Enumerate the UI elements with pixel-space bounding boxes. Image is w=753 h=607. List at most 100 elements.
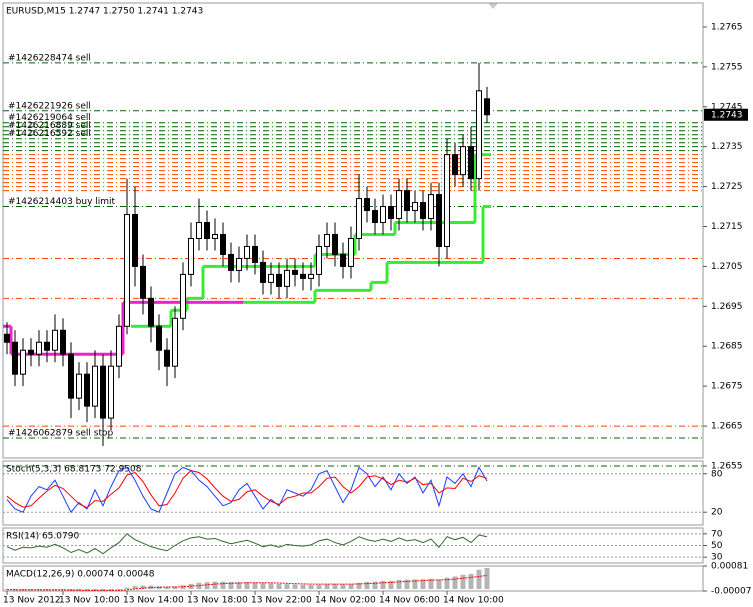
macd-bar [452,576,458,590]
candle-body [356,198,362,239]
macd-bar [380,581,386,590]
macd-bar [60,589,66,590]
candle-body [4,333,10,343]
macd-bar [372,581,378,590]
candle-body [204,222,210,239]
candle-body [108,365,114,419]
candle-body [364,198,370,212]
order-label: #1426214403 buy limit [8,197,116,207]
candle-body [100,365,106,419]
macd-bar [292,584,298,590]
macd-bar [204,582,210,590]
candle-body [156,325,162,351]
candle-body [28,349,34,355]
y-tick-label: 1.2755 [711,62,743,72]
candle-body [20,349,26,375]
candle-body [188,237,194,275]
candle-body [308,273,314,279]
macd-bar [100,589,106,591]
macd-bar [348,584,354,590]
candle-body [340,253,346,267]
candle-body [300,273,306,279]
candle-body [428,194,434,220]
indicator-line [6,466,488,514]
indicator-line [6,470,488,509]
candle-body [164,349,170,367]
macd-bar [220,581,226,590]
macd-bar [156,586,162,590]
macd-bar [340,584,346,590]
y-tick-label: 1.2735 [711,142,743,152]
macd-bar [420,579,426,590]
candle-body [68,353,74,399]
candle-body [404,190,410,212]
candle-body [268,273,274,283]
candle-body [388,206,394,220]
macd-bar [276,583,282,590]
macd-bar [236,582,242,590]
last-price-label: 1.2743 [711,110,743,120]
candle-body [476,90,482,180]
macd-bar [444,577,450,590]
macd-bar [36,589,42,590]
candle-body [92,365,98,407]
panel-frame [2,565,704,592]
macd-bar [172,586,178,590]
y-tick-label: 50 [711,541,723,551]
candle-body [324,233,330,247]
y-tick-label: 1.2765 [711,22,743,32]
macd-bar [268,583,274,590]
order-label: #1426228474 sell [8,53,91,63]
x-tick-label: 13 Nov 18:00 [187,596,248,606]
candle-body [484,98,490,116]
macd-bar [124,587,130,590]
candle-body [140,265,146,299]
candle-body [76,373,82,399]
candle-body [196,222,202,239]
candle-body [396,190,402,220]
macd-bar [212,581,218,590]
candle-body [236,257,242,271]
y-tick-label: 0.00081 [711,562,748,572]
y-tick-label: 70 [711,529,723,539]
candle-body [316,245,322,275]
y-tick-label: 30 [711,553,723,563]
y-tick-label: -0.00007 [711,587,751,597]
macd-bar [412,579,418,590]
x-tick-label: 13 Nov 14:00 [123,596,184,606]
y-tick-label: 1.2705 [711,262,743,272]
macd-bar [468,573,474,590]
macd-bar [260,583,266,590]
y-tick-label: 1.2655 [711,461,743,471]
x-tick-label: 13 Nov 22:00 [251,596,312,606]
candle-body [444,154,450,247]
y-tick-label: 1.2685 [711,342,743,352]
order-label: #1426062879 sell stop [8,429,113,439]
candle-body [292,269,298,275]
candle-body [412,202,418,212]
macd-bar [316,584,322,590]
macd-bar [140,585,146,590]
macd-bar [284,584,290,590]
candle-body [52,329,58,351]
macd-bar [396,579,402,590]
candle-body [44,341,50,351]
order-label: #1426216889 sell [8,121,91,131]
candle-body [380,206,386,224]
macd-bar [436,579,442,590]
panel-title: EURUSD,M15 1.2747 1.2750 1.2741 1.2743 [6,7,203,17]
macd-bar [332,584,338,590]
macd-bar [300,584,306,590]
candle-body [260,261,266,283]
macd-bar [364,581,370,590]
macd-bar [404,579,410,590]
macd-bar [428,578,434,590]
panel-title: Stoch(5,3,3) 68.8173 72.9508 [6,465,142,475]
candle-body [372,210,378,224]
candle-body [276,273,282,287]
macd-bar [52,589,58,590]
indicator-line [6,533,488,555]
last-price-box [704,108,748,121]
